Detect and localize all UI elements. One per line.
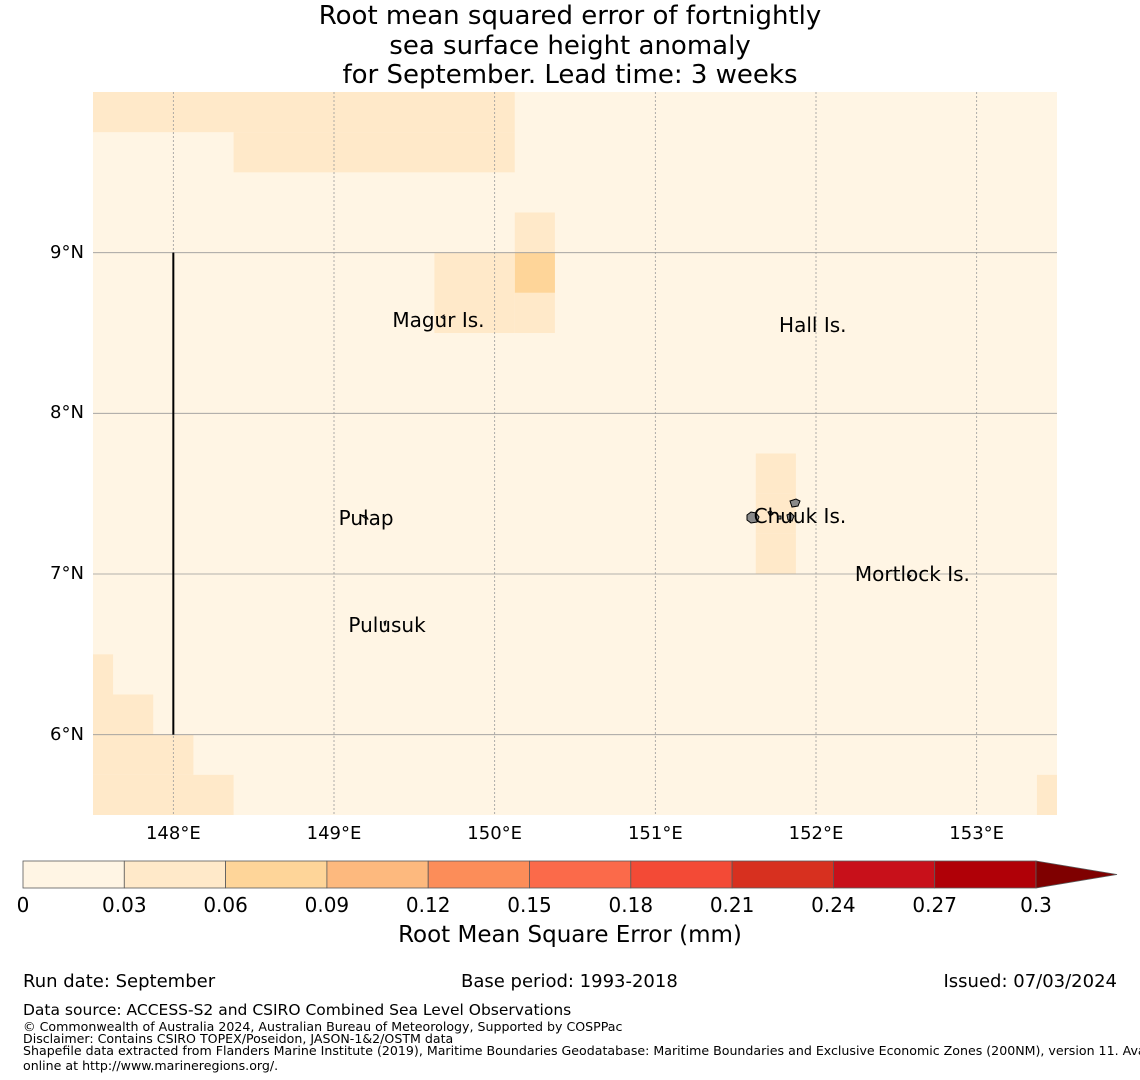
place-label: Pulusuk bbox=[348, 613, 426, 638]
rmse-cell bbox=[334, 92, 515, 133]
colorbar-tick-label: 0.27 bbox=[912, 893, 957, 917]
place-label: Magur Is. bbox=[392, 308, 485, 333]
island-shape bbox=[360, 514, 369, 520]
island-shape bbox=[789, 498, 801, 508]
colorbar-tick-label: 0.21 bbox=[709, 893, 755, 917]
latitude-label: 8°N bbox=[50, 402, 84, 424]
rmse-cell bbox=[93, 774, 234, 815]
colorbar-segment bbox=[833, 860, 936, 889]
title-line-1: Root mean squared error of fortnightly bbox=[318, 1, 822, 31]
longitude-label: 152°E bbox=[788, 823, 844, 844]
colorbar bbox=[22, 860, 1118, 889]
rmse-cell bbox=[434, 252, 515, 333]
map-panel bbox=[93, 92, 1057, 815]
run-date: Run date: September bbox=[23, 971, 216, 992]
rmse-cell bbox=[93, 654, 114, 695]
rmse-cell bbox=[1036, 774, 1057, 815]
rmse-cell bbox=[93, 92, 334, 133]
rmse-cell bbox=[755, 533, 796, 574]
colorbar-segment bbox=[630, 860, 733, 889]
rmse-cell bbox=[93, 694, 154, 735]
island-shape bbox=[383, 620, 387, 627]
map-title: Root mean squared error of fortnightly s… bbox=[0, 1, 1140, 91]
latitude-label: 6°N bbox=[50, 723, 84, 745]
title-line-3: for September. Lead time: 3 weeks bbox=[342, 60, 798, 90]
colorbar-segment bbox=[326, 860, 429, 889]
colorbar-title: Root Mean Square Error (mm) bbox=[398, 922, 742, 948]
colorbar-tick-label: 0.18 bbox=[608, 893, 654, 917]
longitude-label: 150°E bbox=[467, 823, 523, 844]
place-label: Hall Is. bbox=[779, 312, 847, 337]
latitude-label: 7°N bbox=[50, 563, 84, 584]
colorbar-tick-label: 0.24 bbox=[811, 893, 856, 917]
colorbar-segment bbox=[427, 860, 530, 889]
title-line-2: sea surface height anomaly bbox=[389, 30, 751, 61]
place-label: Mortlock Is. bbox=[854, 562, 970, 586]
rmse-cell bbox=[514, 292, 555, 333]
islands bbox=[360, 314, 912, 627]
data-source: Data source: ACCESS-S2 and CSIRO Combine… bbox=[23, 1001, 572, 1019]
colorbar-segment bbox=[123, 860, 227, 889]
colorbar-extend-arrow bbox=[1035, 860, 1118, 889]
colorbar-tick-label: 0.12 bbox=[405, 893, 451, 917]
longitude-label: 151°E bbox=[627, 823, 683, 844]
island-shape bbox=[440, 314, 445, 320]
base-period: Base period: 1993-2018 bbox=[461, 971, 678, 992]
rmse-cell bbox=[93, 734, 194, 775]
colorbar-tick-label: 0.15 bbox=[507, 893, 552, 917]
island-shape bbox=[777, 515, 782, 520]
island-shape bbox=[907, 574, 912, 579]
shapefile-credit-2: online at http://www.marineregions.org/. bbox=[23, 1058, 279, 1073]
colorbar-segment bbox=[934, 860, 1037, 889]
issued-date: Issued: 07/03/2024 bbox=[943, 971, 1117, 992]
graticule bbox=[93, 92, 1057, 815]
colorbar-tick-label: 0.09 bbox=[304, 893, 350, 917]
colorbar-tick-label: 0 bbox=[16, 893, 30, 917]
colorbar-tick-label: 0.03 bbox=[102, 893, 147, 917]
colorbar-tick-label: 0.06 bbox=[203, 893, 248, 917]
colorbar-tick-label: 0.3 bbox=[1020, 893, 1052, 917]
longitude-label: 149°E bbox=[306, 823, 362, 844]
colorbar-segment bbox=[731, 860, 834, 889]
longitude-label: 148°E bbox=[145, 823, 201, 844]
latitude-label: 9°N bbox=[50, 241, 84, 263]
shapefile-credit-1: Shapefile data extracted from Flanders M… bbox=[23, 1043, 1140, 1058]
island-shape bbox=[767, 510, 774, 517]
island-shape bbox=[746, 511, 760, 524]
longitude-label: 153°E bbox=[949, 823, 1005, 844]
disclaimer: Disclaimer: Contains CSIRO TOPEX/Poseido… bbox=[23, 1031, 454, 1046]
place-label: Chuuk Is. bbox=[753, 504, 847, 529]
place-label: Pulap bbox=[338, 505, 394, 530]
colorbar-segment bbox=[22, 860, 125, 889]
rmse-background bbox=[93, 92, 1057, 815]
copyright: © Commonwealth of Australia 2024, Austra… bbox=[23, 1019, 623, 1034]
island-shape bbox=[786, 512, 795, 522]
rmse-cell bbox=[233, 132, 515, 173]
rmse-cell bbox=[755, 453, 796, 494]
rmse-cell bbox=[514, 252, 555, 293]
colorbar-segment bbox=[225, 860, 328, 889]
rmse-grid bbox=[93, 92, 1057, 815]
colorbar-segment bbox=[529, 860, 632, 889]
